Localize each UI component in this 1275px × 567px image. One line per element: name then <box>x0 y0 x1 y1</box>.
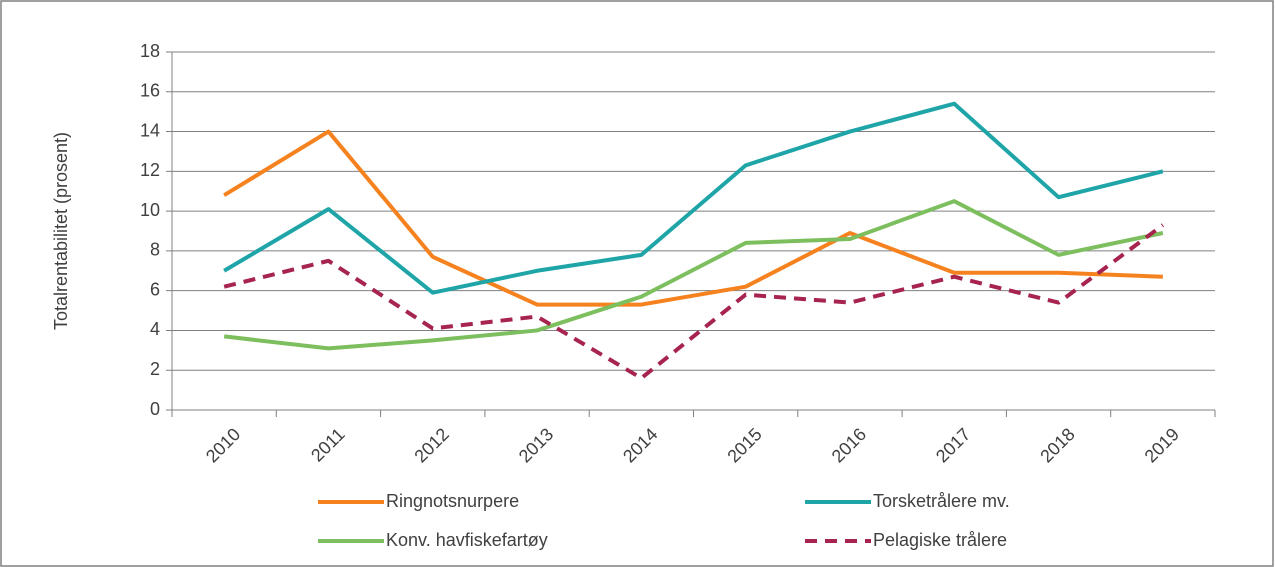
y-tick-label: 2 <box>150 359 160 379</box>
y-tick-label: 4 <box>150 319 160 339</box>
series-line <box>223 199 1164 351</box>
y-axis-label: Totalrentabilitet (prosent) <box>51 132 71 330</box>
series-line <box>223 101 1164 295</box>
y-tick-label: 14 <box>140 120 160 140</box>
y-tick-label: 16 <box>140 81 160 101</box>
y-tick-label: 8 <box>150 240 160 260</box>
legend-label: Torsketrålere mv. <box>873 491 1010 511</box>
legend-label: Pelagiske trålere <box>873 530 1007 550</box>
series-line <box>223 223 1165 381</box>
y-tick-label: 10 <box>140 200 160 220</box>
y-tick-label: 0 <box>150 399 160 419</box>
y-tick-label: 12 <box>140 160 160 180</box>
legend-label: Ringnotsnurpere <box>386 491 519 511</box>
y-tick-label: 18 <box>140 41 160 61</box>
series-line <box>223 129 1163 307</box>
legend-label: Konv. havfiskefartøy <box>386 530 548 550</box>
y-tick-label: 6 <box>150 279 160 299</box>
